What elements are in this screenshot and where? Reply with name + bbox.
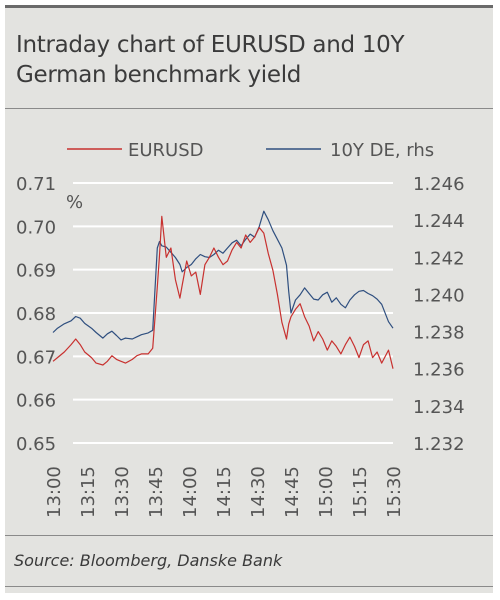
- legend-eurusd-label: EURUSD: [128, 140, 204, 161]
- right-axis-ticks: 1.246 1.244 1.242 1.240 1.238 1.236 1.234 1.232: [413, 174, 465, 455]
- right-tick-label: 1.232: [413, 434, 465, 455]
- left-tick-label: 0.69: [16, 261, 56, 282]
- left-tick-label: 0.71: [16, 174, 56, 195]
- left-axis-unit-label: %: [66, 192, 83, 213]
- x-axis-ticks: 13:00 13:15 13:30 13:45 14:00 14:15 14:30 14:45…: [44, 466, 405, 518]
- x-tick-label: 14:15: [214, 466, 235, 518]
- bottom-divider: [5, 586, 493, 587]
- legend-10y-de-label: 10Y DE, rhs: [330, 140, 434, 161]
- series-lines: [52, 210, 394, 369]
- left-tick-label: 0.65: [16, 434, 56, 455]
- right-tick-label: 1.236: [413, 360, 465, 381]
- x-tick-label: 13:45: [146, 466, 167, 518]
- chart-panel: [5, 5, 493, 593]
- right-tick-label: 1.240: [413, 285, 465, 306]
- right-tick-label: 1.242: [413, 248, 465, 269]
- right-tick-label: 1.238: [413, 323, 465, 344]
- chart-title: Intraday chart of EURUSD and 10Y German …: [16, 30, 476, 90]
- right-tick-label: 1.246: [413, 174, 465, 195]
- left-axis-ticks: 0.71 0.70 0.69 0.68 0.67 0.66 0.65: [16, 174, 56, 455]
- grid-lines: [73, 182, 393, 444]
- x-tick-label: 13:15: [78, 466, 99, 518]
- top-rule: [5, 5, 493, 8]
- left-tick-label: 0.66: [16, 391, 56, 412]
- right-tick-label: 1.244: [413, 211, 465, 232]
- x-tick-label: 13:30: [112, 466, 133, 518]
- x-tick-label: 15:00: [316, 466, 337, 518]
- left-tick-label: 0.68: [16, 304, 56, 325]
- series-line-eurusd: [52, 215, 394, 369]
- right-tick-label: 1.234: [413, 397, 465, 418]
- source-note: Source: Bloomberg, Danske Bank: [14, 551, 283, 570]
- legend: EURUSD 10Y DE, rhs: [67, 140, 434, 161]
- x-tick-label: 14:45: [282, 466, 303, 518]
- footer-divider: [5, 535, 493, 536]
- chart-title-line1: Intraday chart of EURUSD and 10Y: [16, 32, 405, 58]
- series-line-10y-de: [52, 210, 394, 341]
- title-divider: [5, 108, 493, 109]
- x-tick-label: 14:00: [180, 466, 201, 518]
- chart-title-line2: German benchmark yield: [16, 62, 302, 88]
- x-tick-label: 14:30: [248, 466, 269, 518]
- left-tick-label: 0.67: [16, 347, 56, 368]
- left-tick-label: 0.70: [16, 217, 56, 238]
- x-tick-label: 15:30: [384, 466, 405, 518]
- x-tick-label: 13:00: [44, 466, 65, 518]
- x-tick-label: 15:15: [350, 466, 371, 518]
